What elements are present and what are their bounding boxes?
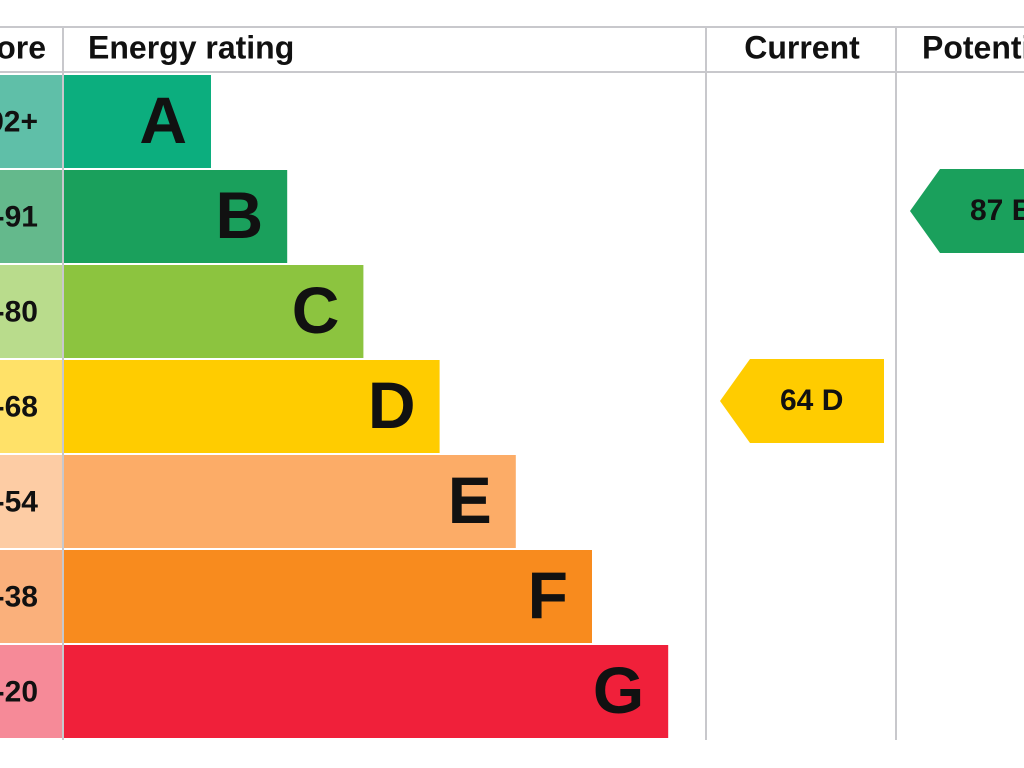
- potential-label: 87 B: [970, 194, 1024, 227]
- score-cell: [0, 360, 62, 453]
- rating-bar: [64, 265, 364, 358]
- score-label: 1-20: [0, 675, 38, 708]
- score-cell: [0, 75, 62, 168]
- score-label: 81-91: [0, 200, 38, 233]
- score-label: 92+: [0, 105, 38, 138]
- score-cell: [0, 170, 62, 263]
- score-label: 39-54: [0, 485, 38, 518]
- rating-bar: [64, 170, 288, 263]
- score-label: 21-38: [0, 580, 38, 613]
- rating-bar: [64, 360, 440, 453]
- rating-letter: C: [292, 273, 340, 347]
- current-arrow: [720, 359, 884, 443]
- potential-header: Potential: [922, 29, 1024, 65]
- rating-letter: G: [593, 653, 644, 727]
- potential-arrow: [910, 169, 1024, 253]
- rating-bar: [64, 455, 516, 548]
- score-cell: [0, 550, 62, 643]
- rating-letter: F: [528, 558, 568, 632]
- rating-bar: [64, 550, 592, 643]
- score-cell: [0, 265, 62, 358]
- rating-letter: E: [448, 463, 492, 537]
- current-label: 64 D: [780, 384, 843, 417]
- rating-bar: [64, 75, 211, 168]
- score-label: 55-68: [0, 390, 38, 423]
- rating-bar: [64, 645, 669, 738]
- score-cell: [0, 645, 62, 738]
- score-cell: [0, 455, 62, 548]
- rating-letter: B: [216, 178, 264, 252]
- current-header: Current: [744, 29, 860, 65]
- rating-letter: D: [368, 368, 416, 442]
- score-label: 69-80: [0, 295, 38, 328]
- score-header: Score: [0, 29, 46, 65]
- rating-letter: A: [139, 83, 187, 157]
- rating-header: Energy rating: [88, 29, 294, 65]
